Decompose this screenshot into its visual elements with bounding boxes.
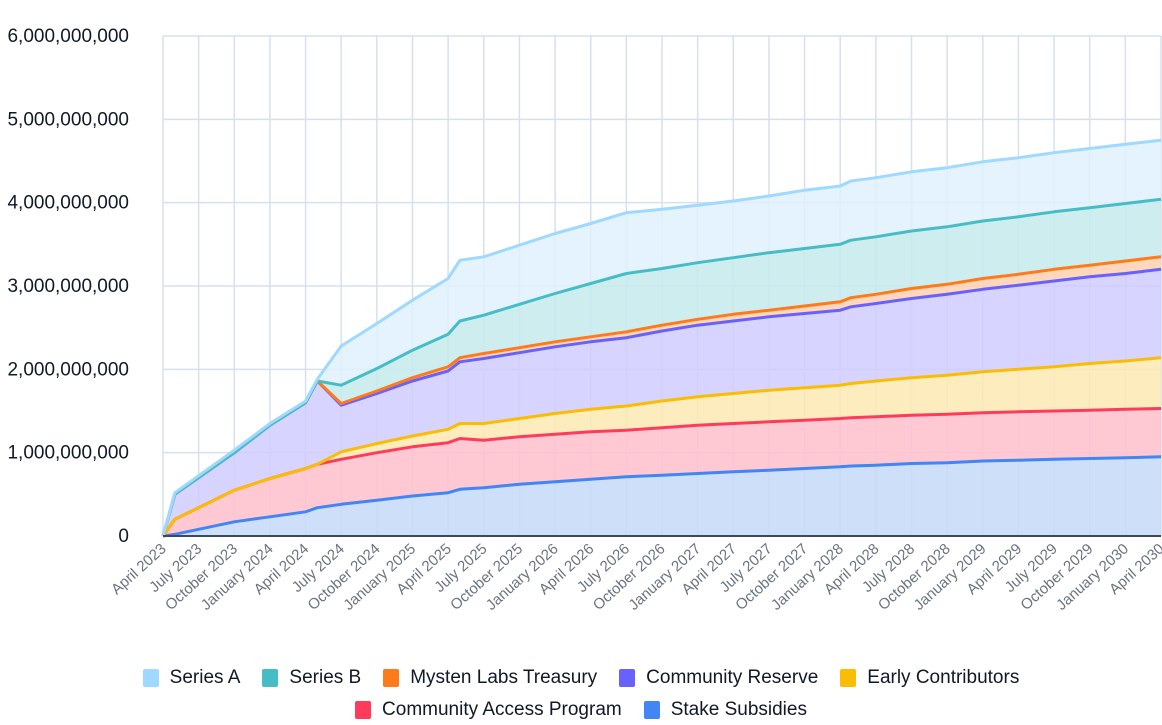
legend-swatch bbox=[643, 701, 660, 719]
y-tick-label: 3,000,000,000 bbox=[7, 276, 129, 297]
y-axis-ticks: 0 1,000,000,000 2,000,000,000 3,000,000,000… bbox=[7, 26, 129, 547]
legend-row-1: Series A Series B Mysten Labs Treasury C… bbox=[0, 667, 1162, 689]
y-tick-label: 2,000,000,000 bbox=[7, 359, 129, 380]
legend-item-series-a[interactable]: Series A bbox=[142, 667, 241, 689]
area-series-b bbox=[163, 199, 1161, 537]
y-tick-label: 1,000,000,000 bbox=[7, 443, 129, 464]
y-tick-label: 6,000,000,000 bbox=[7, 26, 129, 47]
stacked-area-chart: 0 1,000,000,000 2,000,000,000 3,000,000,000… bbox=[7, 26, 1162, 614]
area-community-access-program bbox=[163, 408, 1161, 536]
line-early-contributors bbox=[161, 356, 1162, 537]
y-tick-label: 0 bbox=[118, 526, 129, 547]
legend-swatch bbox=[142, 669, 159, 687]
legend-label: Community Access Program bbox=[382, 699, 622, 720]
legend-label: Series A bbox=[169, 667, 241, 688]
series-lines bbox=[161, 138, 1162, 538]
legend-row-2: Community Access Program Stake Subsidies bbox=[0, 699, 1162, 721]
area-stake-subsidies bbox=[163, 456, 1161, 536]
area-series-a bbox=[163, 140, 1161, 536]
line-mysten-labs-treasury bbox=[161, 255, 1162, 537]
y-tick-label: 4,000,000,000 bbox=[7, 193, 129, 214]
legend-swatch bbox=[383, 669, 400, 687]
legend-swatch bbox=[262, 669, 279, 687]
legend-swatch bbox=[840, 669, 857, 687]
legend-label: Early Contributors bbox=[867, 667, 1020, 688]
legend-item-community-access-program[interactable]: Community Access Program bbox=[355, 699, 622, 721]
legend-label: Series B bbox=[289, 667, 362, 688]
area-community-reserve bbox=[163, 269, 1161, 536]
legend-label: Community Reserve bbox=[646, 667, 819, 688]
legend-swatch bbox=[619, 669, 636, 687]
legend-item-early-contributors[interactable]: Early Contributors bbox=[840, 667, 1019, 689]
legend-item-series-b[interactable]: Series B bbox=[262, 667, 361, 689]
legend-swatch bbox=[355, 701, 372, 719]
y-tick-label: 5,000,000,000 bbox=[7, 109, 129, 130]
line-series-a bbox=[161, 138, 1162, 537]
legend-label: Mysten Labs Treasury bbox=[410, 667, 598, 688]
legend-item-community-reserve[interactable]: Community Reserve bbox=[619, 667, 818, 689]
line-series-b bbox=[161, 197, 1162, 537]
area-early-contributors bbox=[163, 357, 1161, 536]
line-stake-subsidies bbox=[162, 455, 1162, 538]
legend-label: Stake Subsidies bbox=[670, 699, 807, 720]
legend-item-mysten-labs-treasury[interactable]: Mysten Labs Treasury bbox=[383, 667, 597, 689]
legend-item-stake-subsidies[interactable]: Stake Subsidies bbox=[643, 699, 807, 721]
